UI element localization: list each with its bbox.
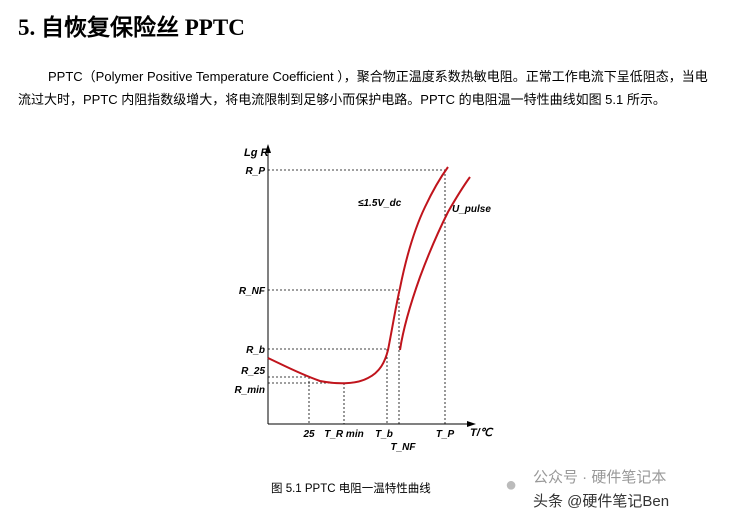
x-axis-label: T/℃: [470, 427, 494, 439]
section-heading: 5. 自恢复保险丝 PPTC: [18, 15, 245, 40]
tick-tnf: T_NF: [391, 442, 417, 453]
tick-rb: R_b: [246, 345, 265, 356]
tick-25: 25: [302, 429, 315, 440]
dc-curve: [267, 166, 449, 385]
tick-r25: R_25: [241, 366, 265, 377]
y-axis-arrow: [265, 144, 271, 153]
watermark: ● 公众号 · 硬件笔记本 头条 @硬件笔记Ben: [505, 466, 748, 518]
pptc-rt-diagram: Lg R T/℃ R_P R_NF R_b R_25 R_min 25 T_R …: [234, 144, 494, 453]
tick-tb: T_b: [375, 429, 393, 440]
watermark-account: 公众号 · 硬件笔记本: [533, 469, 667, 486]
figure-caption: 图 5.1 PPTC 电阻一温特性曲线: [271, 483, 431, 495]
tick-rnf: R_NF: [239, 286, 266, 297]
pulse-label: U_pulse: [452, 204, 491, 215]
watermark-source: 头条 @硬件笔记Ben: [533, 493, 670, 510]
tick-trmin: T_R min: [324, 429, 363, 440]
tick-rmin: R_min: [234, 385, 265, 396]
tick-tp: T_P: [436, 429, 455, 440]
guide-lines: [268, 169, 446, 424]
body-paragraph: PPTC（Polymer Positive Temperature Coeffi…: [18, 69, 708, 107]
x-axis-arrow: [467, 421, 476, 427]
wechat-icon: ●: [505, 474, 518, 496]
pulse-curve: [399, 176, 471, 351]
y-axis-label: Lg R: [244, 147, 268, 159]
tick-rp: R_P: [246, 166, 266, 177]
dc-label: ≤1.5V_dc: [358, 198, 402, 209]
